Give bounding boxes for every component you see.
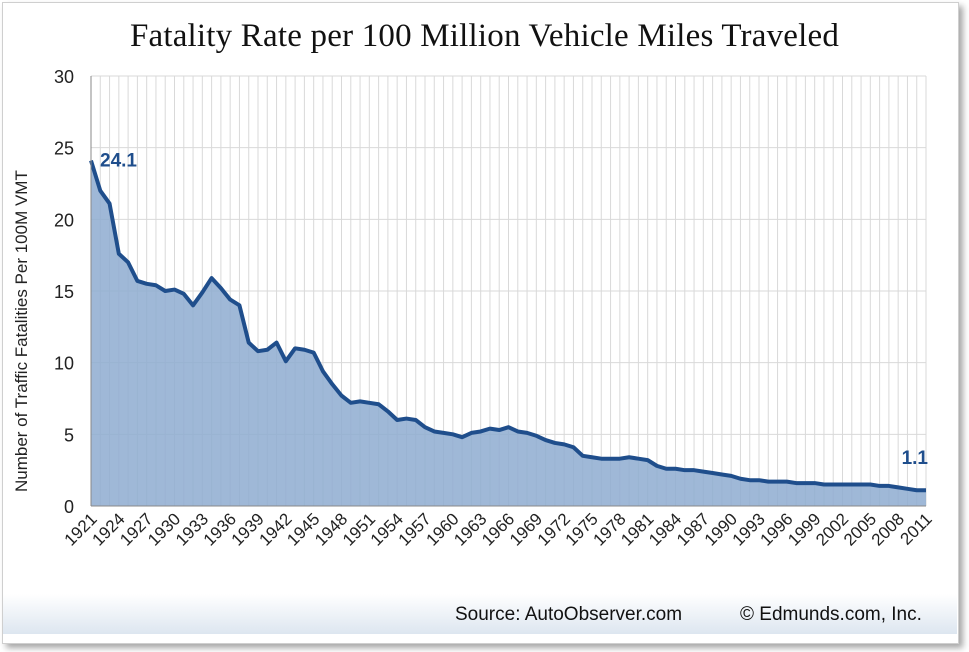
y-tick-label: 20 bbox=[54, 210, 74, 230]
annotation-label: 1.1 bbox=[902, 448, 929, 469]
copyright-text: © Edmunds.com, Inc. bbox=[740, 604, 922, 625]
y-tick-label: 25 bbox=[54, 139, 74, 159]
y-tick-label: 15 bbox=[54, 282, 74, 302]
y-tick-label: 5 bbox=[64, 425, 74, 445]
y-tick-label: 10 bbox=[54, 354, 74, 374]
annotations: 24.1 1.1 bbox=[100, 151, 928, 470]
y-tick-label: 0 bbox=[64, 497, 74, 517]
axes bbox=[90, 76, 926, 507]
y-tick-label: 30 bbox=[54, 67, 74, 87]
footer-bar bbox=[3, 594, 957, 634]
series-area bbox=[91, 160, 926, 506]
x-tick-labels: 1921192419271930193319361939194219451948… bbox=[61, 509, 936, 549]
chart-title: Fatality Rate per 100 Million Vehicle Mi… bbox=[129, 18, 840, 54]
source-text: Source: AutoObserver.com bbox=[455, 604, 683, 625]
annotation-label: 24.1 bbox=[100, 151, 137, 172]
x-tick-label: 2011 bbox=[897, 509, 936, 548]
data-area bbox=[89, 159, 926, 506]
y-axis-label: Number of Traffic Fatalities Per 100M VM… bbox=[12, 170, 31, 492]
y-tick-labels: 0 5 10 15 20 25 30 bbox=[54, 67, 74, 517]
series-line bbox=[89, 159, 926, 493]
